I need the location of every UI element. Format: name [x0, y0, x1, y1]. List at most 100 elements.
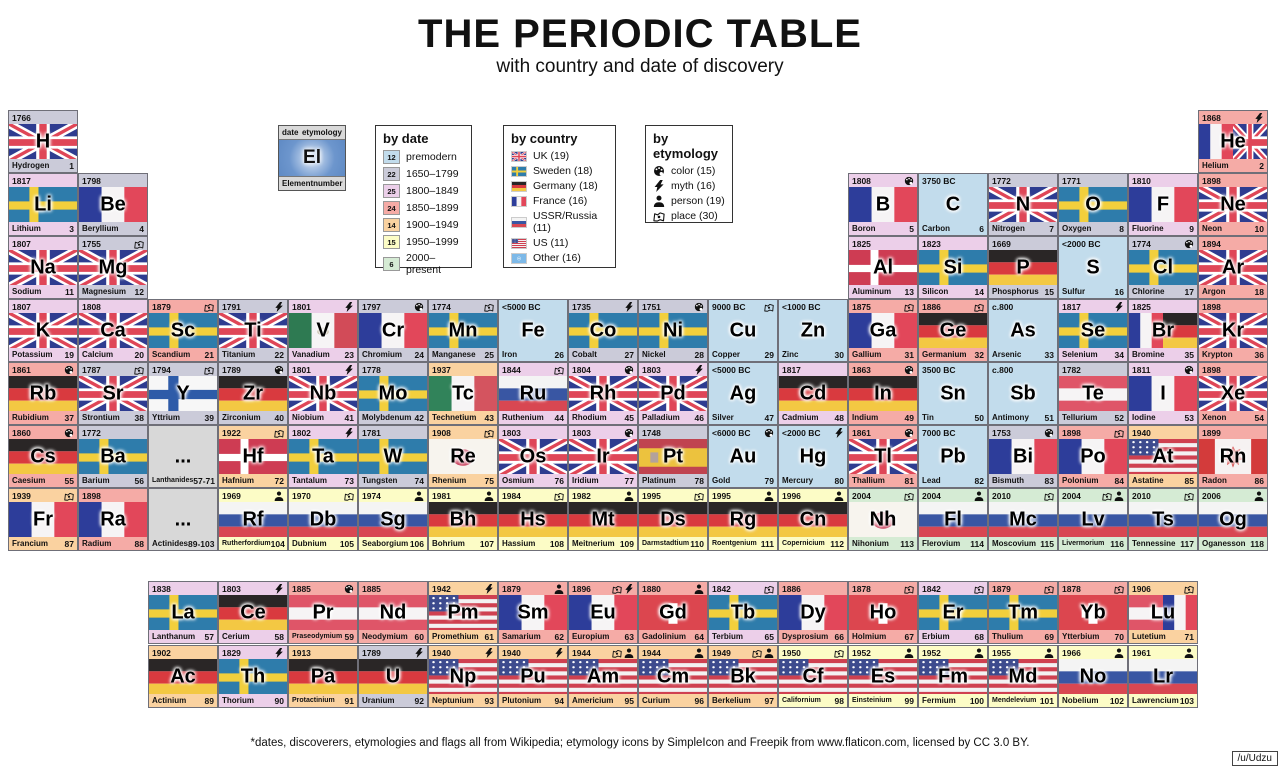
element-symbol: Po	[1080, 445, 1106, 468]
etymology-icons	[834, 427, 844, 438]
element-cell-as: c.800 As Arsenic 33	[988, 299, 1058, 362]
series-cell-actinides: ... Actinides 89-103	[148, 488, 218, 551]
place-icon	[752, 649, 762, 658]
era-swatch: 14	[383, 218, 400, 232]
element-symbol: C	[945, 193, 961, 216]
element-flag: Hs	[499, 502, 567, 539]
element-flag: Sc	[149, 313, 217, 350]
person-icon	[1044, 648, 1054, 658]
element-cell-ru: 1844 Ru Ruthenium 44	[498, 362, 568, 425]
series-range: 57-71	[193, 475, 215, 486]
element-number: 118	[1250, 538, 1264, 549]
element-cell-ds: 1995 Ds Darmstadtium 110	[638, 488, 708, 551]
element-date: 1861	[12, 364, 31, 375]
etymology-icons	[1184, 365, 1194, 375]
flag-france	[9, 502, 77, 539]
element-flag: Ta	[289, 439, 357, 476]
flag-germany	[779, 502, 847, 539]
element-symbol: Br	[1151, 319, 1175, 342]
element-number: 98	[834, 695, 844, 706]
etymology-icons	[554, 647, 564, 658]
element-number: 92	[414, 695, 424, 706]
element-number: 51	[1044, 412, 1054, 423]
element-name: Fluorine	[1132, 224, 1164, 233]
element-symbol: Sg	[380, 508, 406, 531]
element-flag: Mc	[989, 502, 1057, 539]
flag-sweden	[429, 313, 497, 350]
element-cell-ar: 1894 Ar Argon 18	[1198, 236, 1268, 299]
flag-sweden	[359, 376, 427, 413]
element-symbol: H	[35, 130, 51, 153]
element-number: 22	[274, 349, 284, 360]
flag-austria	[359, 595, 427, 632]
example-element-label: Element	[282, 179, 314, 188]
etymology-icons	[1114, 648, 1124, 658]
element-date: 1755	[82, 238, 101, 249]
element-name: Sodium	[12, 287, 42, 296]
element-number: 59	[344, 631, 354, 642]
flag-uk	[1199, 187, 1267, 224]
element-symbol: O	[1085, 193, 1101, 216]
element-date: 1817	[1062, 301, 1081, 312]
myth-icon	[275, 647, 283, 658]
element-symbol: Bk	[730, 665, 756, 688]
etymology-icons	[204, 365, 214, 375]
element-number: 100	[969, 695, 984, 706]
element-symbol: No	[1079, 665, 1107, 688]
element-flag: P	[989, 250, 1057, 287]
element-number: 48	[834, 412, 844, 423]
place-icon	[1102, 492, 1112, 501]
person-icon	[1114, 648, 1124, 658]
flag-france	[849, 313, 917, 350]
element-symbol: Nb	[309, 382, 337, 405]
element-flag: Pa	[289, 659, 357, 696]
etymology-icons	[484, 583, 494, 594]
element-number: 109	[619, 538, 634, 549]
flag-uk	[79, 376, 147, 413]
element-flag: At	[1129, 439, 1197, 476]
legend-etymology-item: color (15)	[653, 165, 725, 177]
etymology-icons	[904, 365, 914, 375]
flag-uk	[1199, 250, 1267, 287]
flag-france	[1129, 187, 1197, 224]
flag-france	[1199, 124, 1233, 161]
flag-germany	[429, 502, 497, 539]
color-icon	[1044, 428, 1054, 437]
element-cell-gd: 1880 Gd Gadolinium 64	[638, 581, 708, 644]
etymology-icons	[834, 491, 844, 501]
flag-uk	[1233, 124, 1267, 161]
element-date: 1735	[572, 301, 591, 312]
element-symbol: Ac	[170, 665, 196, 688]
element-number: 85	[1184, 475, 1194, 486]
element-symbol: Pd	[660, 382, 686, 405]
color-icon	[904, 428, 914, 437]
element-flag: Ds	[639, 502, 707, 539]
element-cell-ra: 1898 Ra Radium 88	[78, 488, 148, 551]
element-name: Boron	[852, 224, 876, 233]
flag-sweden	[989, 595, 1057, 632]
element-date: 1842	[922, 583, 941, 594]
myth-icon	[275, 301, 283, 312]
legend-etymology-item: place (30)	[653, 210, 725, 222]
element-flag: Ho	[849, 595, 917, 632]
etymology-icons	[904, 648, 914, 658]
example-date-label: date	[282, 128, 299, 137]
element-cell-te: 1782 Te Tellurium 52	[1058, 362, 1128, 425]
element-name: Germanium	[922, 350, 967, 359]
element-symbol: Cu	[729, 319, 757, 342]
element-flag: Tc	[429, 376, 497, 413]
place-icon	[204, 303, 214, 312]
element-cell-ge: 1886 Ge Germanium 32	[918, 299, 988, 362]
element-symbol: Ir	[596, 445, 610, 468]
element-name: Magnesium	[82, 287, 127, 296]
flag-france	[849, 187, 917, 224]
place-icon	[134, 240, 144, 249]
element-flag: Au	[709, 439, 777, 476]
element-symbol: U	[385, 665, 401, 688]
element-cell-br: 1825 Br Bromine 35	[1128, 299, 1198, 362]
element-number: 28	[694, 349, 704, 360]
element-number: 13	[904, 286, 914, 297]
element-flag: Pt	[639, 439, 707, 476]
element-flag: Po	[1059, 439, 1127, 476]
element-name: Flerovium	[922, 539, 961, 548]
